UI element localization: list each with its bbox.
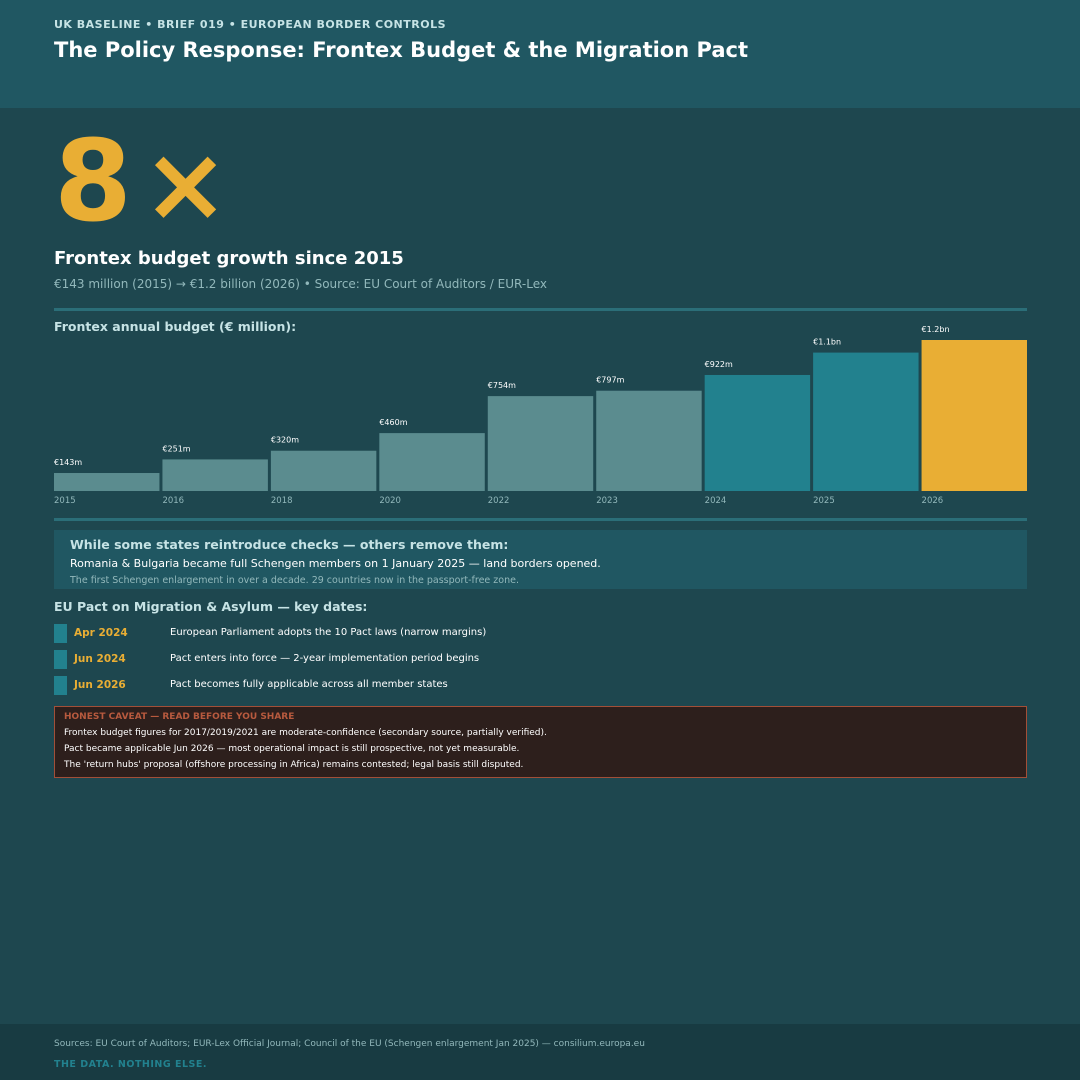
- headline-stat-number: 8: [54, 117, 132, 247]
- pact-date: Apr 2024: [74, 627, 128, 639]
- value-label: €251m: [162, 444, 190, 453]
- bar-2022: [487, 396, 594, 491]
- pact-date-row: Jun 2024 Pact enters into force — 2-year…: [54, 650, 954, 669]
- timeline-marker: [54, 676, 67, 695]
- value-label: €1.1bn: [813, 338, 841, 347]
- budget-bar-chart: €143m 2015 €251m 2016 €320m 2018 €460m 2020 €754…: [54, 325, 1027, 506]
- pact-date-text: Pact enters into force — 2-year implemen…: [170, 653, 480, 664]
- x-tick-label: 2016: [162, 496, 184, 506]
- bar-2018: [270, 450, 377, 491]
- bar-2016: [162, 459, 268, 491]
- x-tick-label: 2020: [379, 496, 401, 506]
- x-tick-label: 2025: [813, 496, 835, 506]
- pact-date-text: Pact becomes fully applicable across all…: [170, 679, 448, 690]
- headline-stat-multiplier: ×: [141, 123, 230, 245]
- timeline-marker: [54, 650, 67, 669]
- schengen-note-main: Romania & Bulgaria became full Schengen …: [70, 557, 601, 570]
- caveat-title: HONEST CAVEAT — READ BEFORE YOU SHARE: [64, 712, 295, 722]
- schengen-note: While some states reintroduce checks — o…: [54, 530, 1027, 589]
- pact-date-row: Jun 2026 Pact becomes fully applicable a…: [54, 676, 954, 695]
- header-band: UK BASELINE • BRIEF 019 • EUROPEAN BORDE…: [0, 0, 1080, 108]
- pact-date-row: Apr 2024 European Parliament adopts the …: [54, 624, 954, 643]
- footer-tagline: THE DATA. NOTHING ELSE.: [54, 1059, 207, 1070]
- x-tick-label: 2026: [922, 496, 944, 506]
- brief-kicker: UK BASELINE • BRIEF 019 • EUROPEAN BORDE…: [54, 18, 447, 31]
- page-title: The Policy Response: Frontex Budget & th…: [54, 38, 748, 62]
- caveat-box: HONEST CAVEAT — READ BEFORE YOU SHARE Fr…: [54, 706, 1027, 778]
- timeline-marker: [54, 624, 67, 643]
- footer-sources: Sources: EU Court of Auditors; EUR-Lex O…: [54, 1039, 645, 1049]
- value-label: €143m: [54, 458, 82, 467]
- bar-2026: [921, 340, 1027, 491]
- pact-date: Jun 2026: [74, 679, 126, 691]
- caveat-line: Pact became applicable Jun 2026 — most o…: [64, 744, 520, 754]
- headline-stat: 8×: [54, 117, 230, 247]
- schengen-note-small: The first Schengen enlargement in over a…: [70, 575, 519, 586]
- x-tick-label: 2022: [488, 496, 510, 506]
- pact-date: Jun 2024: [74, 653, 126, 665]
- x-tick-label: 2024: [705, 496, 727, 506]
- x-tick-label: 2018: [271, 496, 293, 506]
- value-label: €460m: [379, 418, 407, 427]
- pact-label: EU Pact on Migration & Asylum — key date…: [54, 599, 368, 614]
- pact-date-text: European Parliament adopts the 10 Pact l…: [170, 627, 487, 638]
- stat-title: Frontex budget growth since 2015: [54, 248, 404, 269]
- value-label: €754m: [488, 381, 516, 390]
- stat-subtitle: €143 million (2015) → €1.2 billion (2026…: [54, 277, 547, 291]
- x-tick-label: 2015: [54, 496, 76, 506]
- value-label: €797m: [596, 376, 624, 385]
- bar-2024: [704, 374, 811, 491]
- bar-2025: [813, 352, 919, 491]
- value-label: €320m: [271, 436, 299, 445]
- bar-2023: [596, 390, 702, 491]
- x-tick-label: 2023: [596, 496, 618, 506]
- caveat-line: The 'return hubs' proposal (offshore pro…: [64, 760, 524, 770]
- value-label: €922m: [705, 360, 733, 369]
- chart-label: Frontex annual budget (€ million):: [54, 319, 297, 334]
- caveat-line: Frontex budget figures for 2017/2019/202…: [64, 728, 547, 738]
- divider-top: [54, 308, 1027, 311]
- schengen-note-title: While some states reintroduce checks — o…: [70, 537, 509, 552]
- value-label: €1.2bn: [922, 325, 950, 334]
- bar-2020: [379, 433, 485, 491]
- footer: Sources: EU Court of Auditors; EUR-Lex O…: [0, 1024, 1080, 1080]
- bar-2015: [54, 473, 160, 491]
- divider-bottom: [54, 518, 1027, 521]
